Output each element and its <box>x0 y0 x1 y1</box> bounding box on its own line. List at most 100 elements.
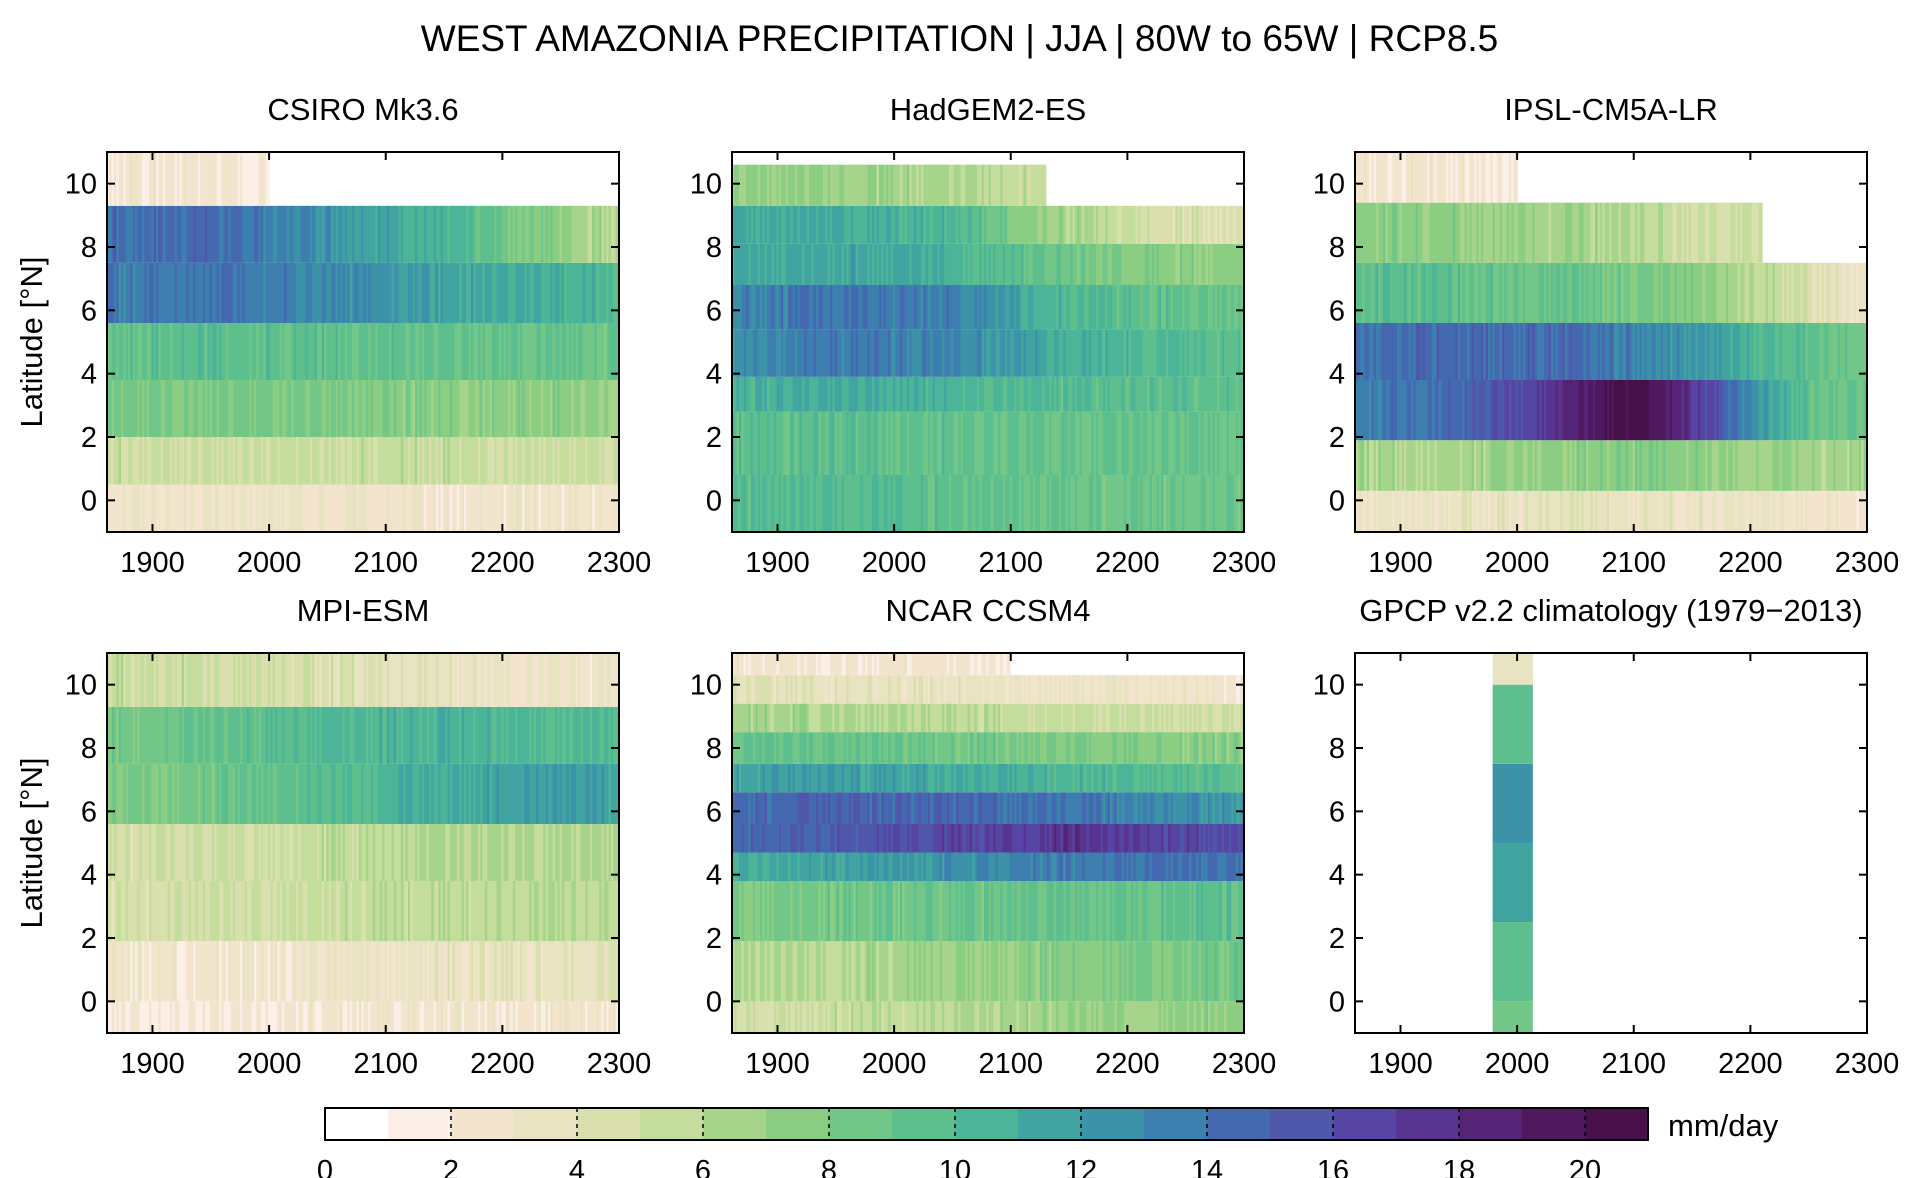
heat-cell <box>494 941 498 1002</box>
heat-cell <box>1079 376 1083 412</box>
heat-cell <box>1508 152 1512 203</box>
heat-cell <box>972 243 976 285</box>
panel-title: HadGEM2-ES <box>890 92 1086 127</box>
heat-cell <box>480 262 484 323</box>
heat-cell <box>396 205 400 263</box>
heat-cell <box>1399 440 1403 491</box>
heat-cell <box>1037 329 1041 377</box>
heat-cell <box>1403 262 1407 323</box>
heat-cell <box>1401 490 1405 532</box>
heat-cell <box>1175 329 1179 377</box>
heat-cell <box>881 205 885 244</box>
y-tick-label: 8 <box>706 232 722 264</box>
heat-cell <box>1394 323 1398 380</box>
heat-cell <box>1140 376 1144 412</box>
heat-cell <box>1207 475 1211 532</box>
heat-cell <box>459 205 463 263</box>
heat-cell <box>1597 323 1601 380</box>
heat-cell <box>1074 329 1078 377</box>
heat-cell <box>1361 202 1365 263</box>
heat-cell <box>417 262 421 323</box>
heat-cell <box>389 1001 393 1033</box>
heat-cell <box>461 437 465 485</box>
heat-cell <box>1469 380 1473 441</box>
heat-cell <box>552 941 556 1002</box>
heat-cell <box>1158 285 1162 330</box>
heat-cell <box>1443 490 1447 532</box>
heat-cell <box>116 380 120 437</box>
heat-cell <box>335 205 339 263</box>
heat-cell <box>1093 243 1097 285</box>
heat-cell <box>209 152 213 206</box>
heat-cell <box>853 164 857 206</box>
heat-cell <box>1084 205 1088 244</box>
heat-cell <box>386 262 390 323</box>
heat-cell <box>330 941 334 1002</box>
heat-cell <box>218 152 222 206</box>
heat-cell <box>169 262 173 323</box>
heat-cell <box>160 205 164 263</box>
heat-cell <box>188 323 192 380</box>
heat-cell <box>988 205 992 244</box>
heat-cell <box>305 484 309 532</box>
heat-cell <box>1819 440 1823 491</box>
heat-cell <box>736 205 740 244</box>
heat-cell <box>1522 262 1526 323</box>
heat-cell <box>1462 323 1466 380</box>
heat-cell <box>1137 411 1141 475</box>
heat-cell <box>396 1001 400 1033</box>
heat-cell <box>1606 262 1610 323</box>
heat-cell <box>1546 490 1550 532</box>
heat-cell <box>519 484 523 532</box>
heat-cell <box>799 329 803 377</box>
heat-cell <box>827 164 831 206</box>
heat-cell <box>179 323 183 380</box>
heat-cell <box>568 380 572 437</box>
heat-cell <box>400 437 404 485</box>
heat-cell <box>995 376 999 412</box>
heat-cell <box>1735 202 1739 263</box>
heat-cell <box>363 941 367 1002</box>
heat-cell <box>321 437 325 485</box>
heat-cell <box>496 262 500 323</box>
heat-cell <box>1716 440 1720 491</box>
heat-cell <box>459 262 463 323</box>
heat-cell <box>1212 285 1216 330</box>
heat-cell <box>1158 376 1162 412</box>
heat-cell <box>853 376 857 412</box>
heat-cell <box>1560 202 1564 263</box>
heat-cell <box>190 323 194 380</box>
heat-cell <box>1238 243 1242 285</box>
heat-cell <box>953 285 957 330</box>
heat-cell <box>442 262 446 323</box>
heat-cell <box>284 262 288 323</box>
heat-cell <box>452 941 456 1002</box>
heat-cell <box>1833 323 1837 380</box>
heat-cell <box>1093 329 1097 377</box>
heat-cell <box>260 152 264 206</box>
heat-cell <box>1627 323 1631 380</box>
heat-cell <box>783 376 787 412</box>
heat-cell <box>785 205 789 244</box>
heat-cell <box>1240 329 1244 377</box>
heat-cell <box>1609 440 1613 491</box>
heat-cell <box>1777 323 1781 380</box>
heat-cell <box>153 484 157 532</box>
heat-cell <box>335 484 339 532</box>
heat-cell <box>1198 243 1202 285</box>
heat-cell <box>253 205 257 263</box>
heat-cell <box>1534 202 1538 263</box>
heat-cell <box>755 376 759 412</box>
heat-cell <box>755 205 759 244</box>
heat-cell <box>899 376 903 412</box>
heat-cell <box>181 484 185 532</box>
heat-cell <box>1616 323 1620 380</box>
heat-cell <box>1840 490 1844 532</box>
heat-cell <box>1210 376 1214 412</box>
heat-cell <box>1156 205 1160 244</box>
heat-cell <box>578 262 582 323</box>
heat-cell <box>871 164 875 206</box>
heat-cell <box>1149 376 1153 412</box>
heat-cell <box>960 164 964 206</box>
heat-cell <box>1497 380 1501 441</box>
